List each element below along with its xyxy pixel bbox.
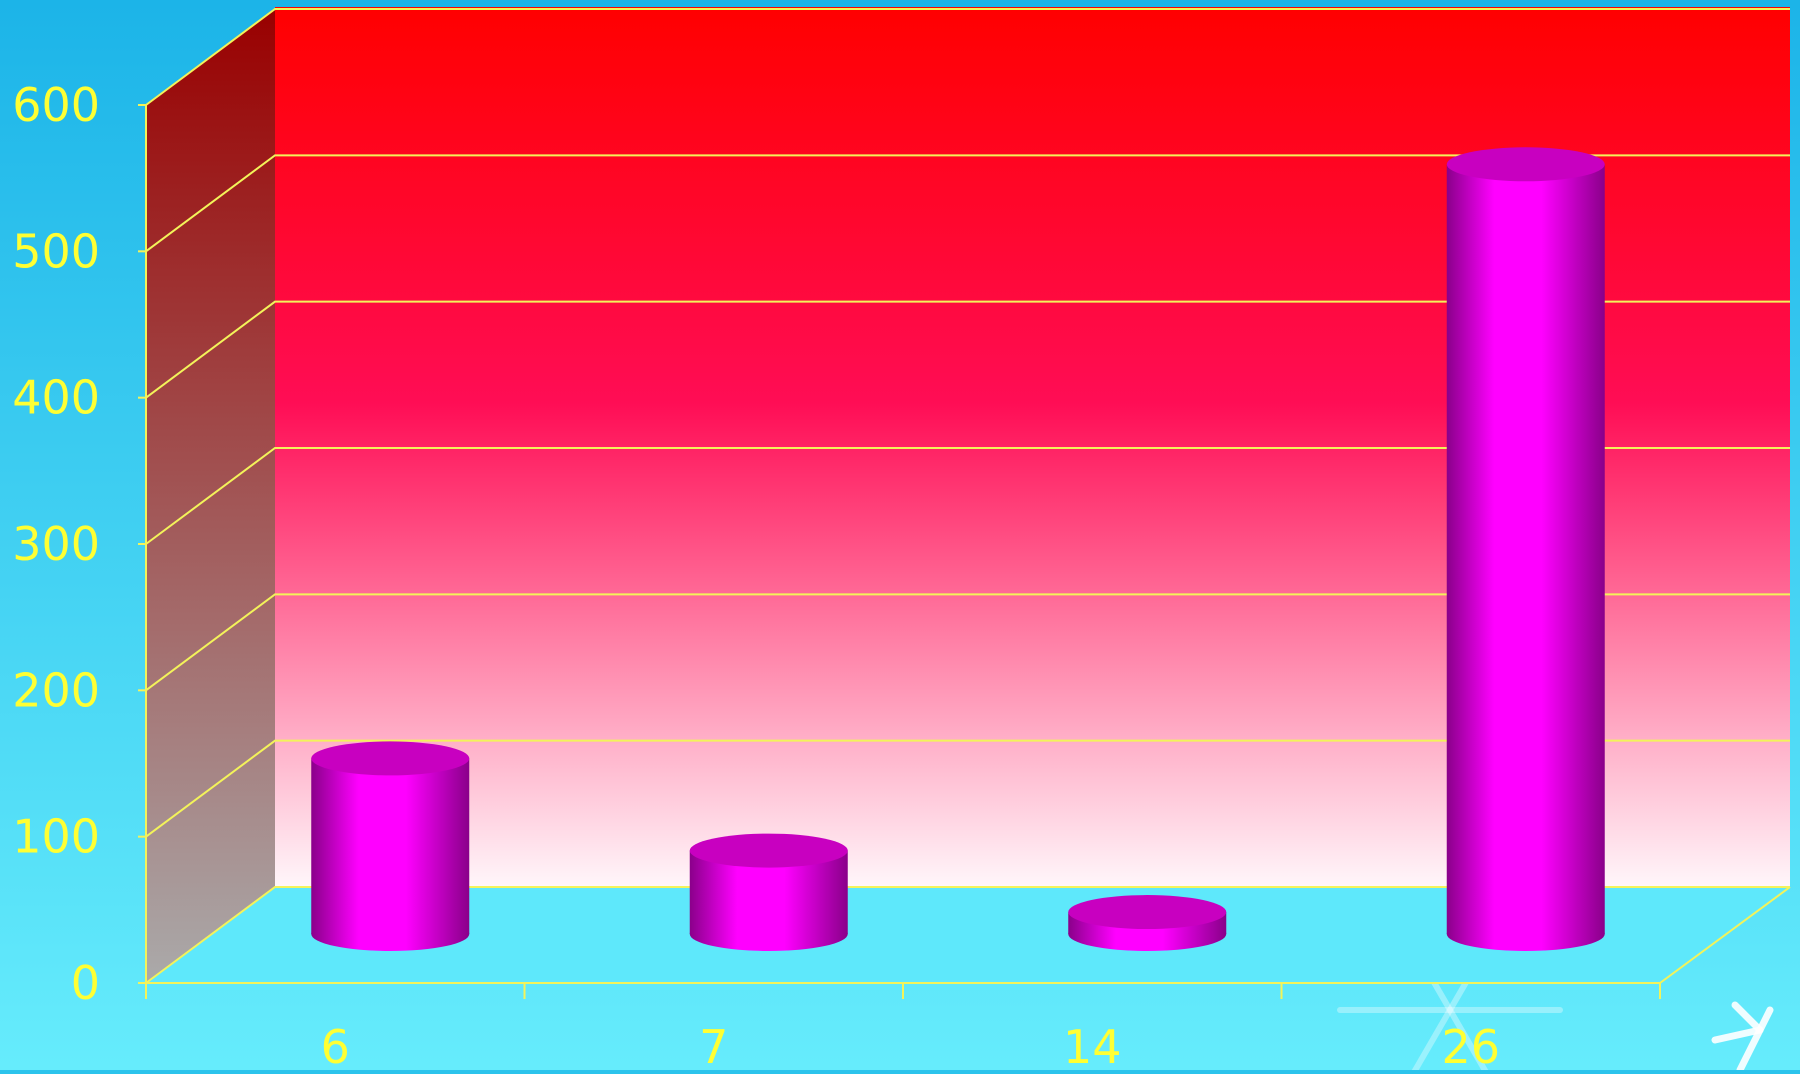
y-tick-label: 0: [71, 956, 100, 1010]
floor-edge: [1659, 886, 1791, 984]
y-tick-label: 200: [12, 663, 100, 717]
x-tick-label: 6: [321, 1020, 350, 1070]
bar-cylinder: [689, 833, 848, 951]
y-tick-label: 300: [12, 517, 100, 571]
y-tick-label: 400: [12, 371, 100, 425]
gridline: [145, 8, 1790, 106]
x-tick-label: 14: [1063, 1020, 1122, 1070]
y-tick-label: 600: [12, 78, 100, 132]
gridline: [145, 447, 1790, 545]
gridline: [145, 154, 1790, 253]
gridline: [145, 593, 1790, 692]
floor: [146, 887, 1790, 983]
gridline: [145, 886, 1790, 984]
gridline: [145, 300, 1790, 399]
bar-cylinder: [311, 741, 470, 951]
x-tick-label: 26: [1441, 1020, 1500, 1070]
x-tick-label: 7: [699, 1020, 728, 1070]
bar-cylinder: [1446, 147, 1605, 951]
y-tick-label: 500: [12, 224, 100, 278]
gridline: [145, 739, 1790, 838]
y-tick-label: 100: [12, 810, 100, 864]
bar-cylinder: [1068, 895, 1227, 951]
